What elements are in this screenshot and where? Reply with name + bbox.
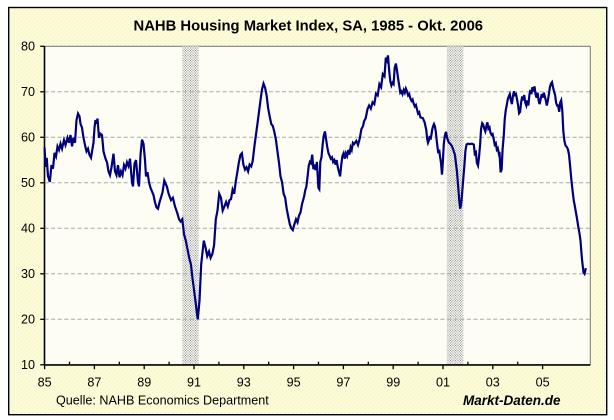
svg-text:95: 95	[287, 376, 301, 390]
svg-text:93: 93	[237, 376, 251, 390]
svg-text:91: 91	[187, 376, 201, 390]
svg-text:85: 85	[38, 376, 52, 390]
svg-text:NAHB Housing Market Index, SA,: NAHB Housing Market Index, SA, 1985 - Ok…	[134, 19, 483, 35]
svg-text:50: 50	[21, 176, 35, 190]
svg-text:Markt-Daten.de: Markt-Daten.de	[463, 393, 561, 408]
svg-text:97: 97	[336, 376, 350, 390]
svg-text:60: 60	[21, 131, 35, 145]
svg-text:40: 40	[21, 222, 35, 236]
svg-text:30: 30	[21, 267, 35, 281]
svg-text:Quelle: NAHB Economics Departm: Quelle: NAHB Economics Department	[56, 394, 269, 408]
svg-text:10: 10	[21, 358, 35, 372]
svg-text:99: 99	[386, 376, 400, 390]
svg-text:80: 80	[21, 40, 35, 54]
svg-text:01: 01	[436, 376, 450, 390]
svg-text:70: 70	[21, 85, 35, 99]
svg-text:05: 05	[536, 376, 550, 390]
svg-text:87: 87	[87, 376, 101, 390]
svg-text:20: 20	[21, 313, 35, 327]
svg-text:89: 89	[137, 376, 151, 390]
svg-text:03: 03	[486, 376, 500, 390]
